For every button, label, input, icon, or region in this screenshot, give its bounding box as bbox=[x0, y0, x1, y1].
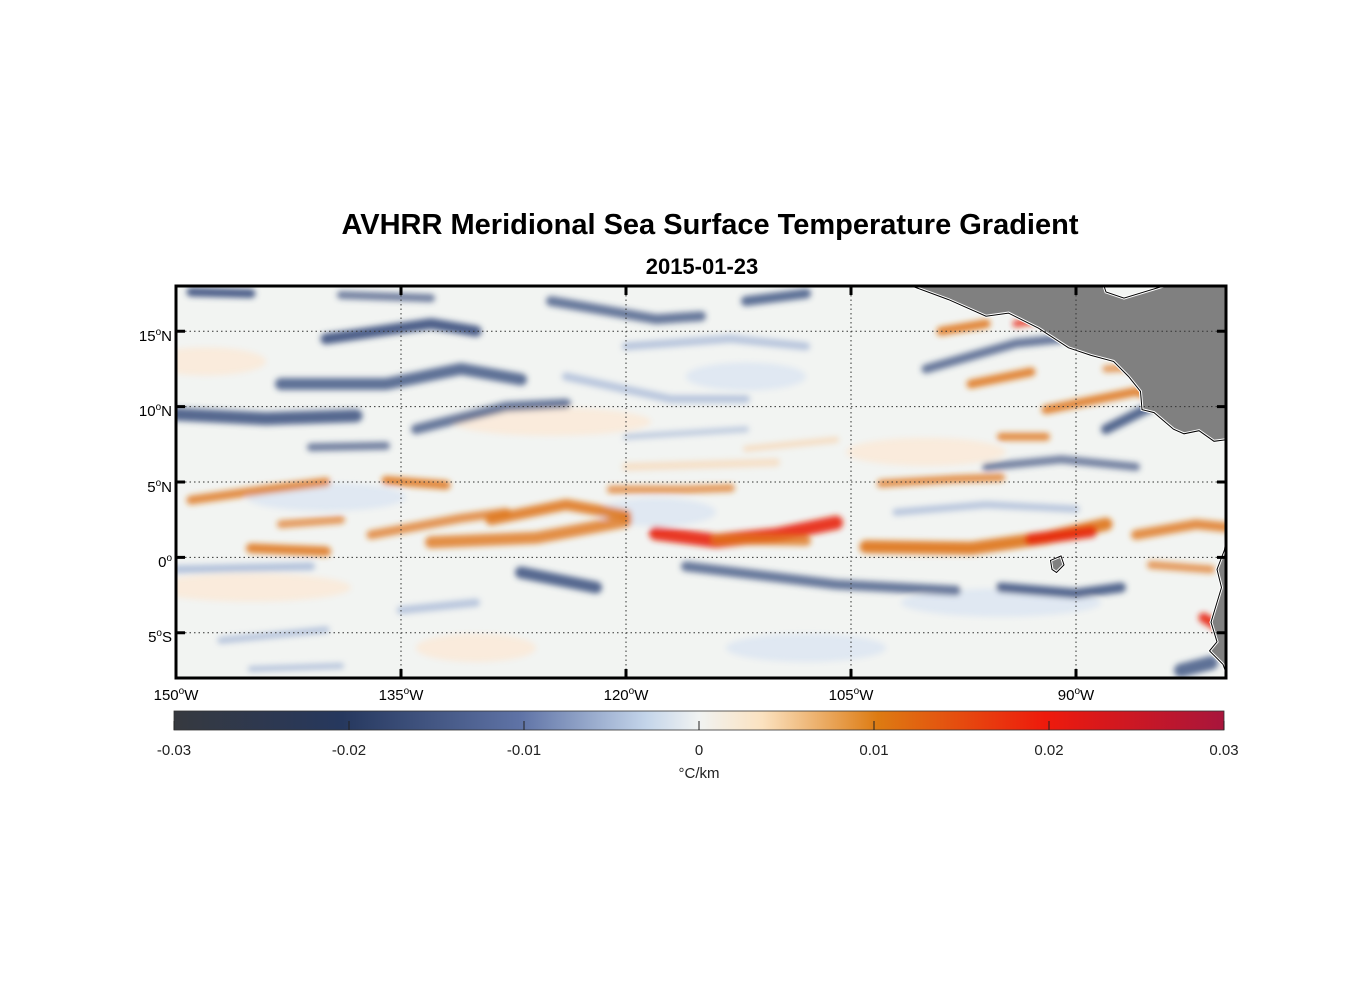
gradient-streak bbox=[186, 287, 256, 298]
texture-patch bbox=[416, 633, 536, 662]
gradient-streak bbox=[176, 562, 315, 574]
south-america-land-outline bbox=[1208, 539, 1226, 678]
lon-label: 150oW bbox=[154, 686, 200, 704]
gradient-streak bbox=[996, 582, 1126, 599]
gradient-streak bbox=[892, 501, 1080, 516]
figure-title: AVHRR Meridional Sea Surface Temperature… bbox=[341, 209, 1078, 241]
colorbar-unit-label: °C/km bbox=[679, 765, 720, 782]
axis-ticks bbox=[174, 286, 1226, 678]
gradient-streak bbox=[936, 319, 991, 336]
lon-label: 90oW bbox=[1058, 686, 1095, 704]
gradient-streak bbox=[1174, 655, 1218, 678]
gradient-streak bbox=[485, 499, 632, 526]
gradient-streak bbox=[277, 515, 345, 529]
gradient-streak bbox=[546, 296, 706, 325]
lon-label: 135oW bbox=[379, 686, 425, 704]
gradient-streak bbox=[562, 372, 750, 404]
gradient-streak bbox=[623, 426, 749, 440]
gradient-streak bbox=[515, 566, 602, 594]
sst-gradient-field bbox=[176, 287, 1226, 678]
colorbar-tick-label: -0.02 bbox=[332, 742, 366, 759]
land-mask bbox=[907, 286, 1226, 678]
gradient-streak bbox=[711, 534, 811, 546]
colorbar-tick-label: 0.02 bbox=[1034, 742, 1063, 759]
gradient-streak bbox=[320, 318, 482, 345]
gradient-streak bbox=[622, 334, 810, 351]
lat-label: 15oN bbox=[139, 327, 172, 345]
texture-patch bbox=[451, 407, 651, 436]
gradient-streak bbox=[607, 484, 735, 494]
lat-label: 5oS bbox=[148, 628, 172, 646]
colorbar-tick-label: 0 bbox=[695, 742, 703, 759]
gradient-streak bbox=[1025, 525, 1097, 546]
gradient-streak bbox=[982, 455, 1140, 471]
texture-patch bbox=[176, 347, 266, 376]
gradient-streak bbox=[176, 407, 363, 426]
lat-label: 5oN bbox=[147, 478, 172, 496]
gradient-streak bbox=[743, 436, 839, 452]
gradient-streak bbox=[337, 291, 435, 303]
colorbar: -0.03 -0.02 -0.01 0 0.01 0.02 0.03 °C/km bbox=[157, 710, 1239, 782]
lon-label: 120oW bbox=[604, 686, 650, 704]
gradient-streak bbox=[397, 598, 480, 615]
colorbar-ticks bbox=[173, 721, 1225, 730]
gradient-streak bbox=[275, 362, 527, 390]
texture-patch bbox=[726, 633, 886, 662]
figure-subtitle: 2015-01-23 bbox=[646, 254, 759, 279]
gradient-streak bbox=[1147, 560, 1215, 574]
gradient-streak bbox=[248, 662, 344, 672]
gradient-streak bbox=[186, 477, 331, 505]
central-america-land-outline bbox=[910, 286, 1226, 442]
colorbar-tick-label: -0.01 bbox=[507, 742, 541, 759]
gradient-streak bbox=[307, 441, 390, 452]
lon-label: 105oW bbox=[829, 686, 875, 704]
gradient-streak bbox=[966, 367, 1036, 389]
lat-label: 0o bbox=[158, 553, 172, 571]
colorbar-tick-label: 0.03 bbox=[1209, 742, 1238, 759]
gradient-streak bbox=[1131, 519, 1226, 540]
texture-patch bbox=[686, 362, 806, 391]
lat-label: 10oN bbox=[139, 402, 172, 420]
gradient-streak bbox=[681, 561, 961, 596]
longitude-labels: 150oW 135oW 120oW 105oW 90oW bbox=[154, 686, 1095, 704]
map-panel bbox=[176, 286, 1226, 678]
gradient-streak bbox=[622, 458, 780, 471]
gradient-streak bbox=[741, 288, 811, 307]
gradient-streak bbox=[921, 334, 1066, 374]
galapagos-land-outline bbox=[1049, 555, 1065, 574]
gradient-streak bbox=[217, 626, 330, 644]
gradient-streak bbox=[425, 515, 632, 549]
texture-patch bbox=[176, 573, 351, 602]
gradient-streak bbox=[381, 476, 451, 490]
texture-patch bbox=[846, 437, 1006, 466]
gradient-streak bbox=[246, 543, 331, 557]
colorbar-tick-label: -0.03 bbox=[157, 742, 191, 759]
colorbar-tick-label: 0.01 bbox=[859, 742, 888, 759]
latitude-labels: 15oN 10oN 5oN 0o 5oS bbox=[139, 327, 173, 646]
